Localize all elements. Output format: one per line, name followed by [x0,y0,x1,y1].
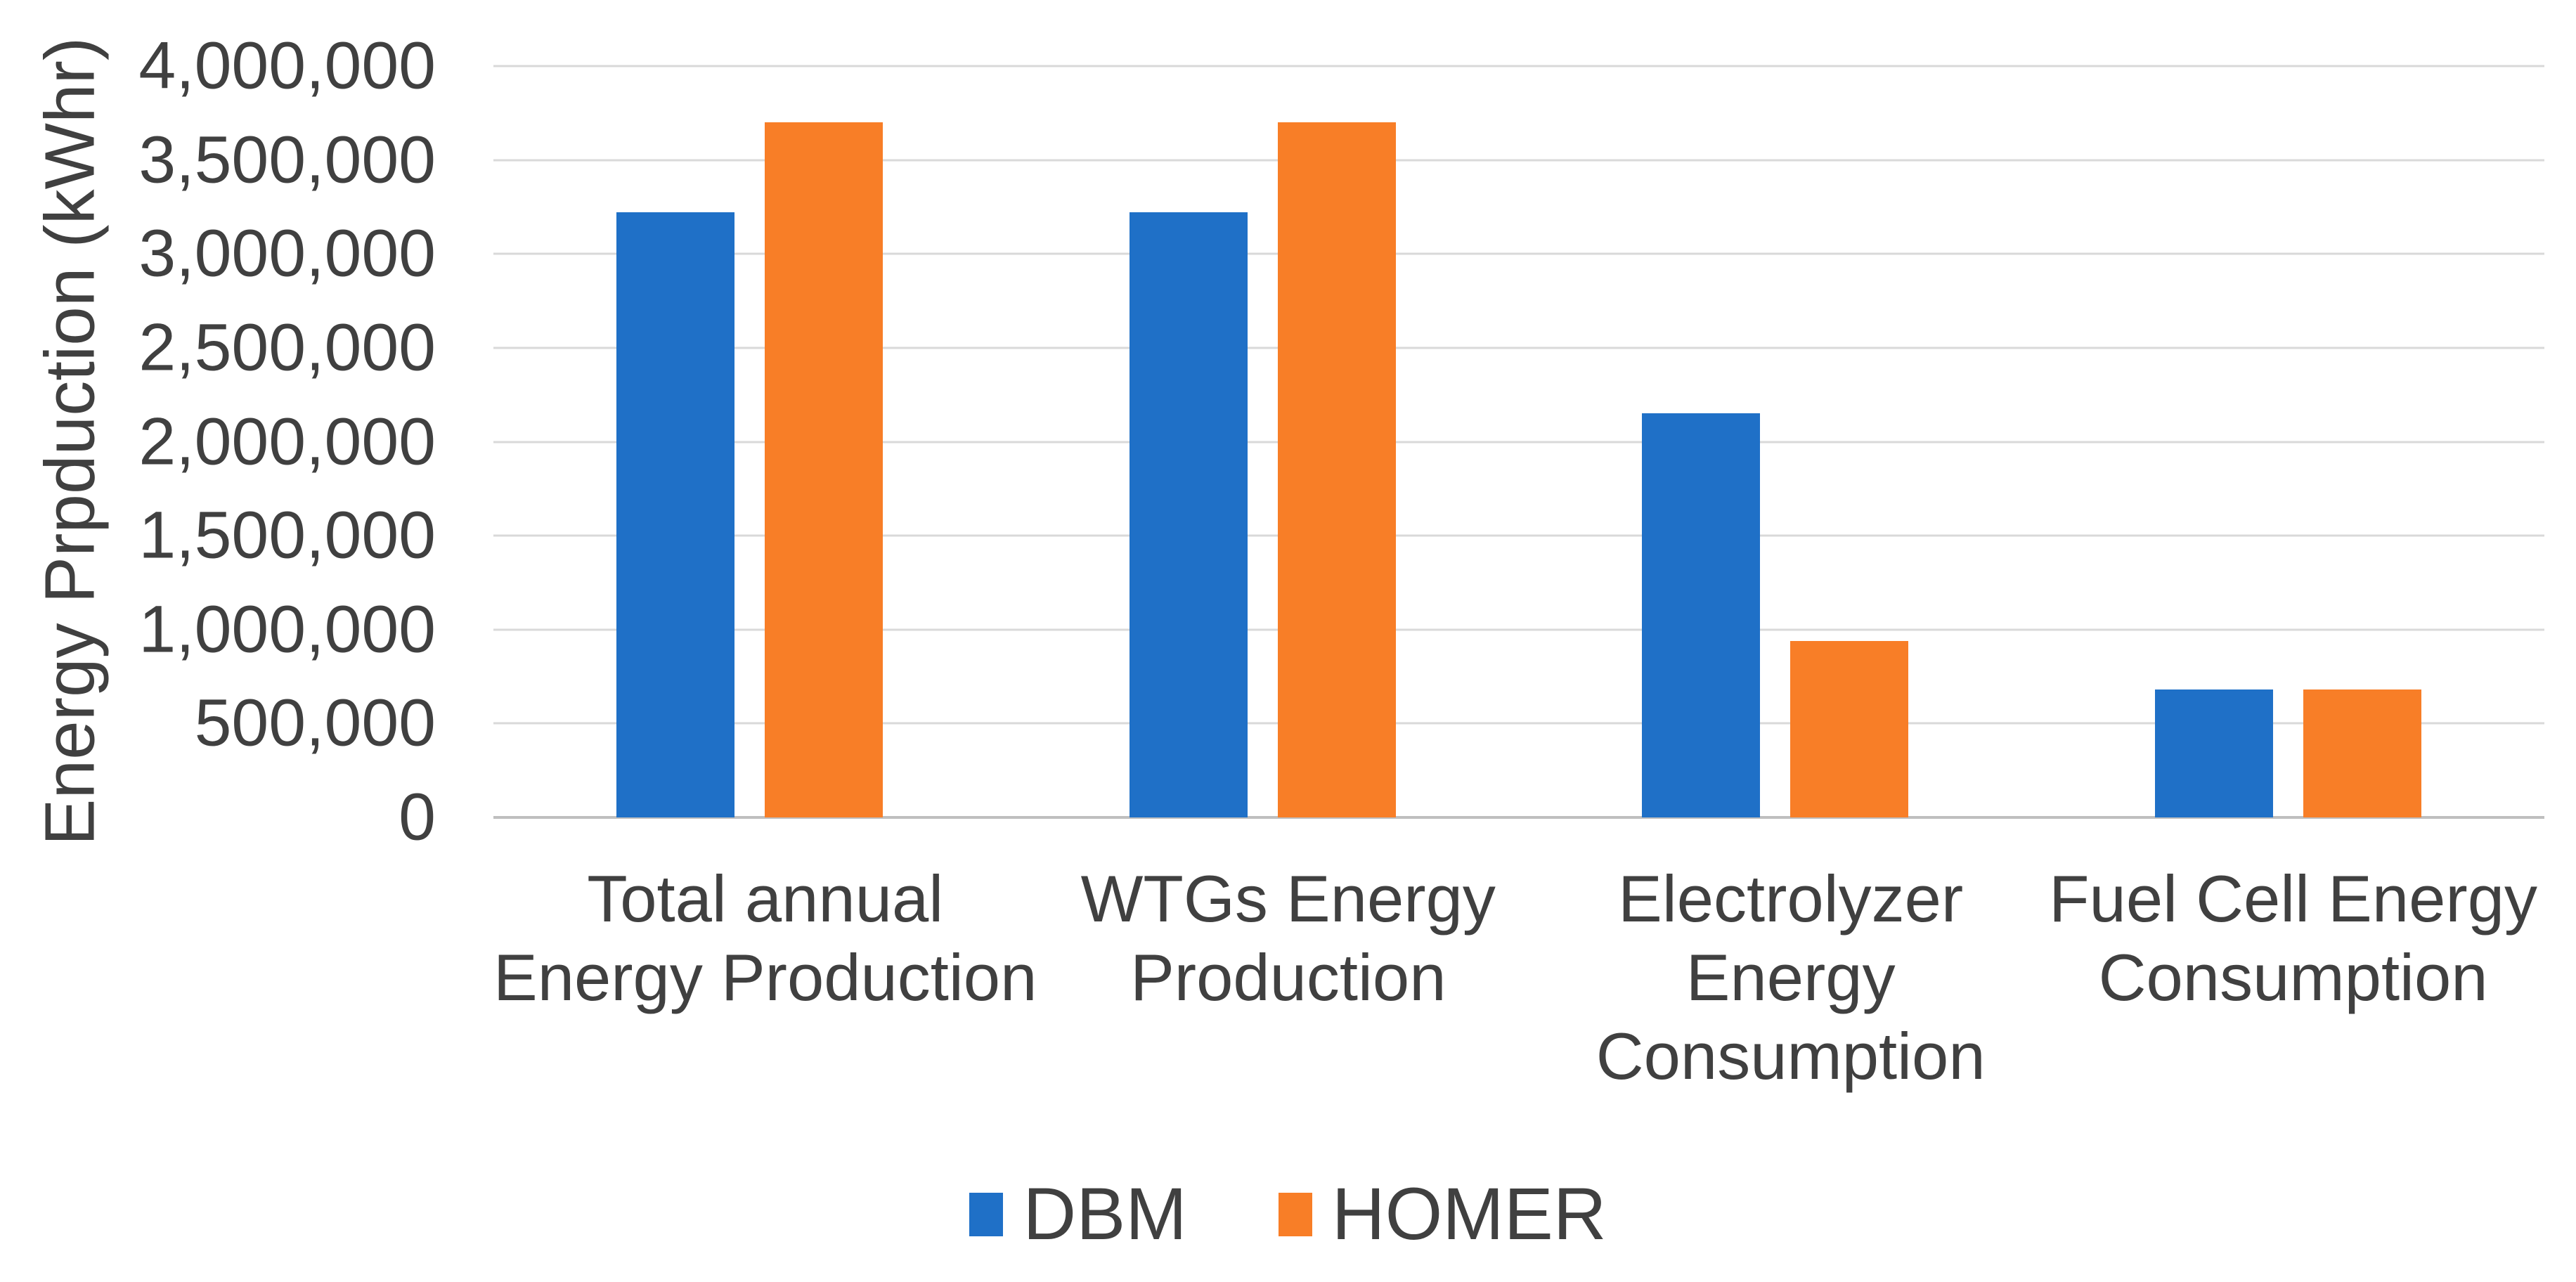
y-tick-label: 2,500,000 [138,310,436,385]
x-axis-labels: Total annual Energy Production WTGs Energy… [493,860,2544,1096]
bar-dbm-3 [2154,689,2273,817]
bar-dbm-1 [1129,212,1248,817]
bar-homer-0 [765,122,884,817]
bar-dbm-2 [1642,413,1761,817]
gridlines [493,65,2544,819]
bar-group [1519,66,2032,817]
legend-swatch-dbm [969,1193,1004,1236]
gridline [493,722,2544,725]
legend-item-homer: HOMER [1278,1172,1607,1257]
x-axis-line [493,816,2544,819]
y-tick-label: 4,000,000 [138,28,436,103]
legend-label: HOMER [1331,1173,1607,1255]
bar-homer-2 [1790,640,1909,817]
gridline [493,534,2544,537]
bars-layer [493,66,2544,817]
bar-homer-1 [1277,122,1396,817]
y-tick-label: 2,000,000 [138,404,436,479]
gridline [493,441,2544,443]
y-tick-label: 1,500,000 [138,498,436,573]
bar-dbm-0 [616,212,735,817]
category-label: Fuel Cell Energy Consumption [2049,862,2537,1014]
legend-label: DBM [1023,1173,1187,1255]
y-tick-label: 3,500,000 [138,122,436,198]
y-tick-label: 0 [399,779,436,855]
gridline [493,347,2544,349]
gridline [493,65,2544,67]
gridline [493,252,2544,255]
bar-group [2032,66,2545,817]
legend-swatch-homer [1278,1193,1312,1236]
category-label: Electrolyzer Energy Consumption [1596,862,1986,1093]
category-label: WTGs Energy Production [1080,862,1496,1014]
y-tick-label: 500,000 [194,685,436,760]
bar-group [1007,66,1520,817]
bar-homer-3 [2303,689,2421,817]
y-tick-label: 3,000,000 [138,216,436,291]
plot-area [493,65,2544,819]
category-label: Total annual Energy Production [493,862,1037,1014]
y-tick-label: 1,000,000 [138,592,436,667]
gridline [493,628,2544,631]
bar-group [493,66,1007,817]
y-axis-ticks: 4,000,000 3,500,000 3,000,000 2,500,000 2,00… [0,29,436,855]
gridline [493,159,2544,162]
legend: DBM HOMER [0,1172,2576,1257]
legend-item-dbm: DBM [969,1172,1187,1257]
